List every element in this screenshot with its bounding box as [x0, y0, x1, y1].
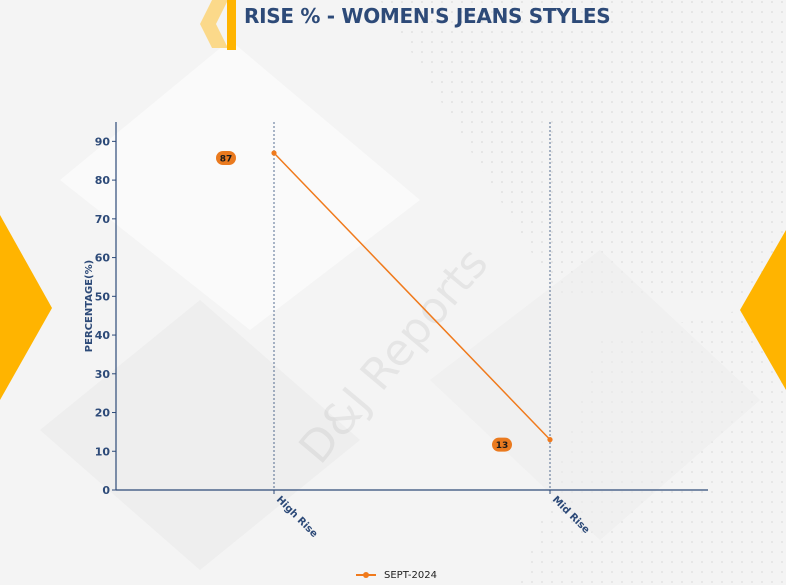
- y-tick-label: 50: [95, 290, 111, 303]
- chart-legend: SEPT-2024: [356, 567, 437, 583]
- data-label: 13: [496, 441, 509, 451]
- legend-series-label: SEPT-2024: [384, 569, 437, 581]
- title-accent-bar: [227, 0, 236, 50]
- y-tick-label: 70: [95, 213, 111, 226]
- y-tick-label: 60: [95, 252, 111, 265]
- title-chevron-icon: [200, 0, 228, 48]
- data-label-bubble: [492, 437, 512, 452]
- x-tick-label: High Rise: [274, 494, 320, 540]
- x-tick-label: Mid Rise: [550, 494, 592, 536]
- y-tick-label: 20: [95, 407, 111, 420]
- y-tick-label: 40: [95, 329, 111, 342]
- right-accent-triangle: [740, 230, 786, 390]
- y-axis-label: PERCENTAGE(%): [84, 260, 95, 352]
- y-tick-label: 0: [102, 484, 110, 497]
- watermark-text: D&J Reports: [290, 238, 499, 473]
- y-tick-label: 30: [95, 368, 111, 381]
- data-label: 87: [220, 154, 233, 164]
- data-label-bubble: [216, 150, 236, 165]
- series-line: [273, 152, 551, 441]
- y-tick-label: 10: [95, 445, 111, 458]
- y-tick-label: 90: [95, 135, 111, 148]
- series-point: [547, 437, 553, 443]
- legend-series-swatch: [356, 570, 376, 580]
- page-title: RISE % - WOMEN'S JEANS STYLES: [244, 4, 611, 28]
- series-point: [271, 150, 277, 156]
- left-accent-triangle: [0, 215, 52, 400]
- y-tick-label: 80: [95, 174, 111, 187]
